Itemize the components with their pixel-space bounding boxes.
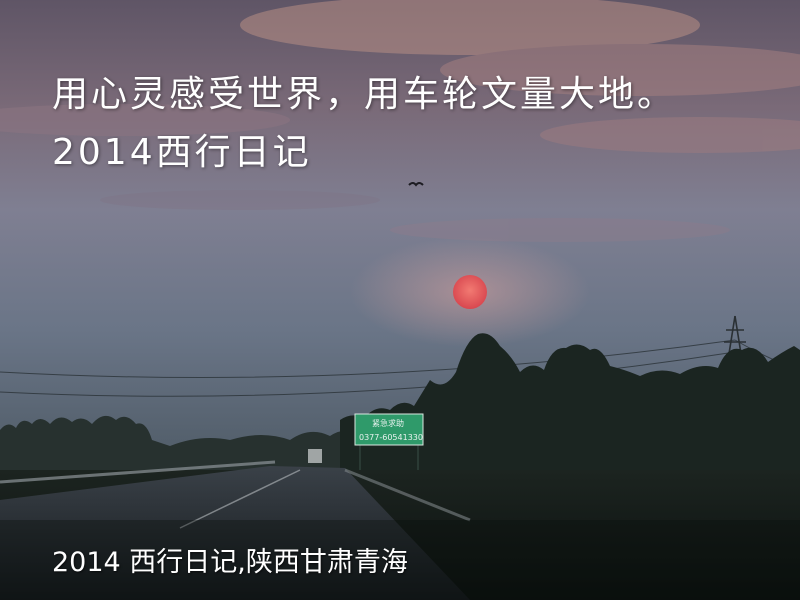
bird-icon [408, 182, 424, 187]
treeline-left [0, 415, 360, 480]
bottom-shade [0, 520, 800, 600]
distant-vehicle [308, 449, 322, 463]
road-sign-line2: 0377-60541330 [359, 433, 423, 442]
clouds [0, 0, 800, 242]
lane-line [179, 469, 301, 529]
road-sign-line1: 紧急求助 [372, 418, 404, 428]
caption-text: 2014 西行日记,陕西甘肃青海 [52, 547, 408, 578]
sun [453, 275, 487, 309]
headline-text: 用心灵感受世界，用车轮文量大地。2014西行日记 [52, 74, 677, 173]
highway [0, 466, 470, 600]
guardrail-right [344, 468, 471, 522]
road-sign: 紧急求助 0377-60541330 [354, 413, 424, 470]
guardrail-left [0, 460, 276, 484]
